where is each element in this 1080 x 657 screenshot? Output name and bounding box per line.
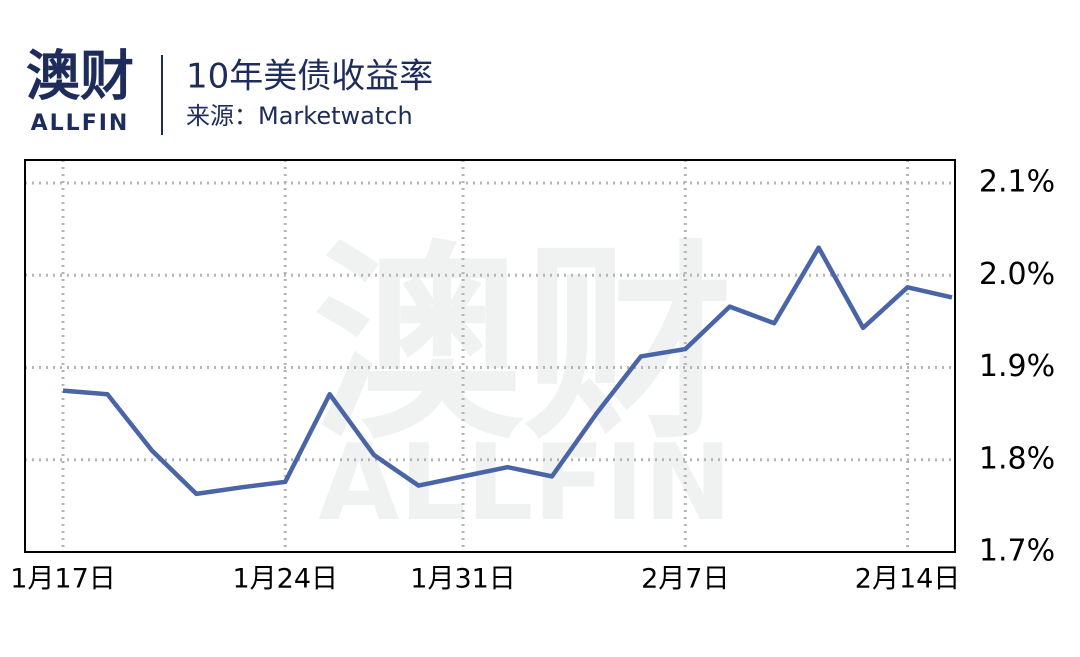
y-tick-label: 1.9% <box>979 349 1055 384</box>
x-tick-label: 2月14日 <box>855 564 961 595</box>
plot-frame <box>24 159 956 553</box>
logo-latin: ALLFIN <box>31 111 130 136</box>
y-tick-label: 1.7% <box>979 534 1055 569</box>
watermark: 澳财 <box>313 223 733 468</box>
chart-subtitle: 来源：Marketwatch <box>186 102 413 130</box>
y-tick-label: 2.0% <box>979 257 1055 292</box>
data-line <box>62 245 953 497</box>
x-tick-label: 1月24日 <box>232 564 338 595</box>
y-tick-label: 1.8% <box>979 441 1055 476</box>
x-tick-label: 1月31日 <box>410 564 516 595</box>
watermark: ALLFIN <box>318 422 732 544</box>
logo: 澳财 <box>26 45 134 108</box>
y-tick-label: 2.1% <box>979 165 1055 200</box>
x-tick-label: 1月17日 <box>10 564 116 595</box>
chart-title: 10年美债收益率 <box>186 57 433 97</box>
x-tick-label: 2月7日 <box>641 564 729 595</box>
